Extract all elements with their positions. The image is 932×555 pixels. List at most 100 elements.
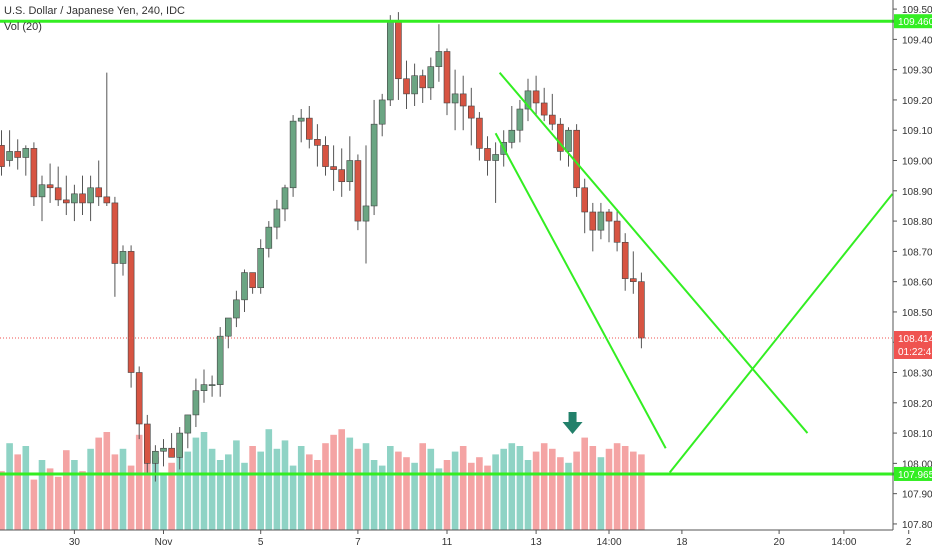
volume-bar (265, 429, 273, 530)
candle-body (168, 447, 175, 458)
candle-body (467, 105, 475, 119)
candle (30, 142, 38, 206)
volume-bar (451, 451, 459, 530)
candle (565, 127, 572, 167)
candle (419, 69, 427, 103)
volume-bar (87, 448, 94, 530)
candle (249, 272, 256, 294)
volume-bars (0, 429, 645, 530)
candle (322, 136, 329, 176)
candle-body (54, 187, 62, 201)
volume-bar (168, 462, 175, 530)
volume-bar (630, 451, 637, 530)
candle-body (233, 299, 240, 319)
candle (241, 269, 248, 312)
price-tick-label: 109.300 (902, 66, 932, 77)
trend-lines[interactable] (494, 72, 894, 474)
volume-bar (233, 440, 240, 530)
volume-bar (257, 451, 264, 530)
candle (14, 139, 21, 170)
candle (0, 130, 5, 176)
price-axis[interactable]: 107.800 107.900 108.000 108.100 108.200 108.3… (892, 0, 932, 531)
time-tick-label: 13 (531, 537, 543, 548)
candle-body (103, 196, 111, 204)
horizontal-levels[interactable] (0, 19, 932, 476)
candle-body (386, 20, 394, 101)
trend-line (494, 132, 667, 449)
candle (281, 184, 289, 222)
candle (273, 199, 281, 240)
volume-bar (338, 429, 345, 530)
price-tick-label: 109.200 (902, 96, 932, 107)
candle-body (484, 148, 491, 161)
volume-bar (273, 448, 281, 530)
price-tick-label: 107.900 (902, 490, 932, 501)
candle-body (589, 211, 597, 231)
volume-bar (22, 446, 30, 530)
volume-bar (516, 446, 524, 530)
price-tick-label: 108.800 (902, 217, 932, 228)
candle-body (378, 99, 386, 125)
candle-body (459, 93, 467, 107)
volume-bar (532, 451, 540, 530)
candle (176, 427, 183, 470)
volume-bar (524, 460, 532, 530)
last-price-badge (894, 330, 932, 359)
volume-bar (395, 451, 402, 530)
volume-bar (111, 454, 119, 530)
price-tick-label: 108.300 (902, 369, 932, 380)
candle (216, 327, 224, 397)
candle (38, 175, 46, 222)
volume-bar (573, 451, 580, 530)
volume-bar (95, 437, 102, 530)
candle (338, 148, 346, 197)
candle (346, 136, 354, 191)
volume-bar (549, 448, 556, 530)
candle (152, 445, 159, 482)
candle (443, 48, 451, 116)
volume-bar (297, 446, 305, 530)
candle (54, 166, 62, 206)
volume-bar (362, 443, 370, 530)
volume-bar (621, 446, 629, 530)
candle (314, 124, 321, 167)
price-tick-label: 108.100 (902, 429, 932, 440)
candle-body (289, 120, 297, 189)
candle-body (281, 187, 289, 210)
candle-body (265, 226, 273, 249)
candle-body (524, 90, 532, 110)
volume-bar (589, 446, 597, 530)
candle-body (257, 248, 265, 289)
level-price-label: 107.965 (898, 470, 932, 481)
candle-body (216, 335, 224, 385)
candle-body (492, 154, 499, 161)
time-tick-label: 2 (906, 537, 912, 548)
candle (330, 145, 337, 191)
volume-bar (370, 460, 378, 530)
candle (46, 163, 54, 203)
candle-body (638, 281, 645, 339)
volume-bar (225, 454, 232, 530)
candle-body (184, 414, 192, 434)
volume-bar (184, 451, 192, 530)
candle (581, 178, 589, 234)
candle-body (176, 432, 183, 458)
candle (184, 414, 192, 449)
volume-bar (79, 471, 86, 530)
candle (467, 87, 475, 146)
time-tick-label: 11 (442, 537, 453, 548)
candle (516, 99, 524, 143)
candle-body (395, 20, 402, 80)
volume-bar (119, 448, 127, 530)
candle-body (427, 66, 435, 89)
candle-body (346, 160, 354, 183)
volume-bar (30, 479, 38, 530)
time-axis[interactable]: 30 Nov 5 7 11 13 14:00 18 20 14:00 2 (0, 529, 912, 548)
candle-body (557, 123, 564, 152)
candle (621, 233, 629, 291)
candle-body (0, 145, 5, 167)
candle-body (225, 317, 232, 337)
candle-body (354, 160, 362, 222)
